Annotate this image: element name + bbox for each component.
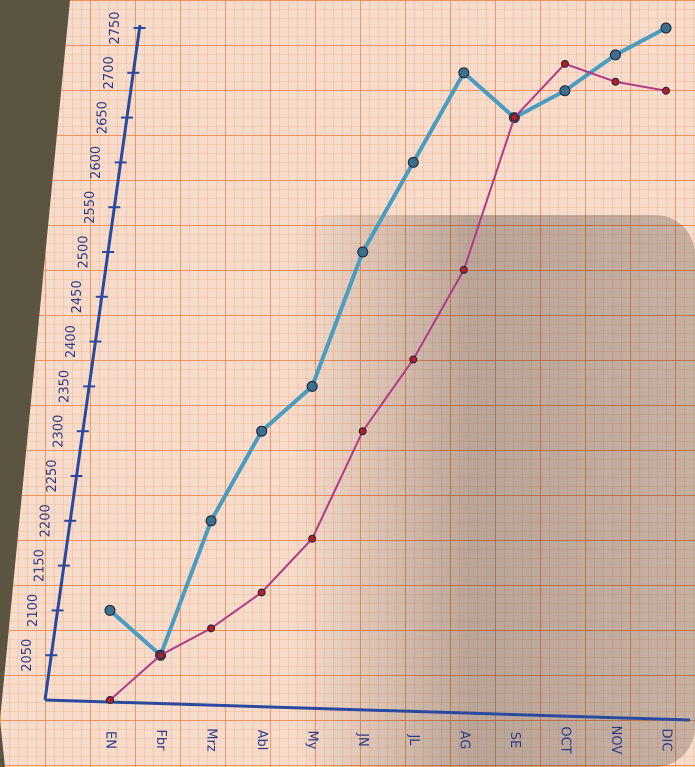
data-point xyxy=(207,624,216,633)
data-point xyxy=(559,85,571,97)
y-tick-label: 2350 xyxy=(58,370,73,403)
data-point xyxy=(409,355,418,364)
y-tick-label: 2400 xyxy=(64,325,79,358)
y-tick-label: 2500 xyxy=(77,235,92,268)
data-point xyxy=(104,604,116,616)
data-point xyxy=(357,246,369,258)
y-tick-label: 2450 xyxy=(70,280,85,313)
y-tick-label: 2650 xyxy=(95,101,110,134)
x-tick-label: My xyxy=(305,731,320,750)
x-tick-label: SE xyxy=(507,732,522,748)
x-tick-label: Fbr xyxy=(153,729,168,751)
data-point xyxy=(306,380,318,392)
data-point xyxy=(510,113,519,122)
x-tick-label: JN xyxy=(355,732,370,747)
y-tick-label: 2700 xyxy=(102,56,117,89)
data-point xyxy=(459,265,468,274)
data-point xyxy=(611,77,620,86)
data-point xyxy=(662,86,670,95)
data-point xyxy=(205,515,217,527)
x-tick-label: Mrz xyxy=(204,728,219,752)
y-tick-label: 2100 xyxy=(26,594,41,627)
y-tick-label: 2750 xyxy=(108,11,123,44)
y-tick-label: 2200 xyxy=(39,504,54,537)
y-tick-label: 2150 xyxy=(32,549,47,582)
data-point xyxy=(660,22,672,34)
series-line xyxy=(108,26,668,659)
x-tick-label: JL xyxy=(406,733,421,746)
data-point xyxy=(358,427,367,436)
data-point xyxy=(407,156,419,168)
y-tick-label: 2300 xyxy=(51,415,66,448)
x-tick-label: DIC xyxy=(659,729,674,752)
y-tick-label: 2600 xyxy=(89,146,104,179)
shadow xyxy=(290,215,695,767)
y-tick-label: 2050 xyxy=(20,639,35,672)
y-tick-label: 2250 xyxy=(45,459,60,492)
data-point xyxy=(609,49,621,61)
x-tick-label: NOV xyxy=(608,726,623,755)
y-axis xyxy=(43,24,142,701)
data-point xyxy=(256,425,268,437)
data-point xyxy=(257,588,266,597)
data-point xyxy=(560,59,569,68)
x-axis xyxy=(44,698,691,722)
y-tick-label: 2550 xyxy=(83,191,98,224)
x-tick-label: Abl xyxy=(254,730,269,751)
data-point xyxy=(106,696,114,704)
series-line xyxy=(109,62,667,701)
data-point xyxy=(458,67,470,79)
data-point xyxy=(156,651,165,660)
x-tick-label: AG xyxy=(456,731,471,750)
x-tick-label: OCT xyxy=(557,726,572,753)
x-tick-label: EN xyxy=(103,731,118,749)
data-point xyxy=(308,534,317,543)
